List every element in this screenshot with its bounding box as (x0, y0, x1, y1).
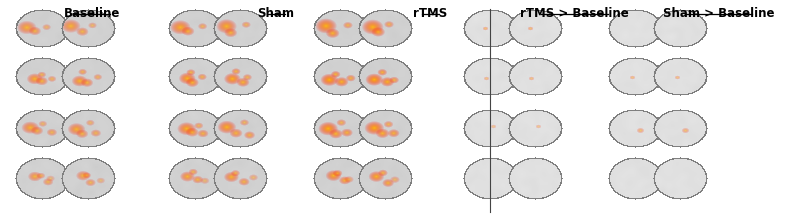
Text: Sham: Sham (258, 7, 294, 21)
Text: rTMS: rTMS (414, 7, 447, 21)
Text: rTMS > Baseline: rTMS > Baseline (520, 7, 629, 21)
Text: Sham > Baseline: Sham > Baseline (662, 7, 774, 21)
Text: Baseline: Baseline (64, 7, 120, 21)
